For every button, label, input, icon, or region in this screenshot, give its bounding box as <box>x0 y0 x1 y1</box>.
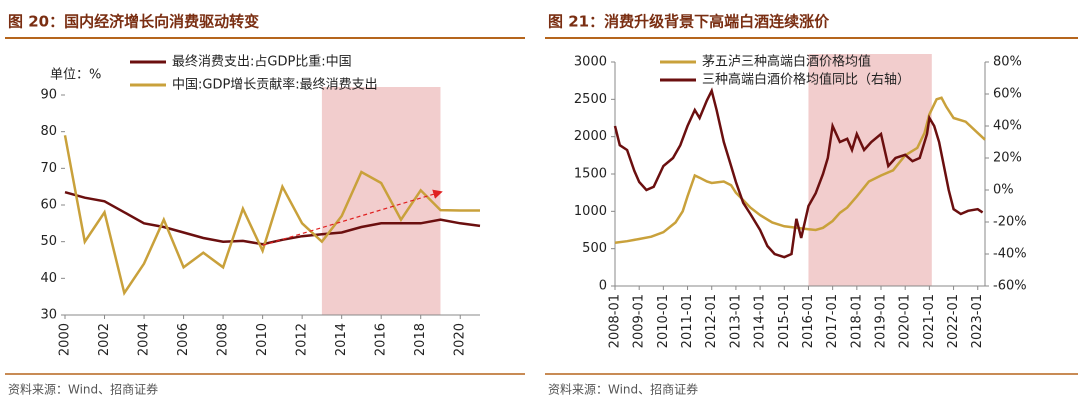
x-tick-label: 2016-01 <box>801 294 816 348</box>
x-tick-label: 2022-01 <box>946 294 961 348</box>
x-tick-label: 2015-01 <box>777 294 792 348</box>
y2-tick-label: 20% <box>993 151 1022 166</box>
x-tick-label: 2023-01 <box>970 294 985 348</box>
y-tick-label: 1500 <box>574 167 607 182</box>
y-tick-label: 30 <box>40 308 57 323</box>
chart-title: 图 20：国内经济增长向消费驱动转变 <box>8 13 259 31</box>
x-tick-label: 2012-01 <box>704 294 719 348</box>
x-tick-label: 2013-01 <box>728 294 743 348</box>
y-tick-label: 50 <box>40 234 57 249</box>
x-tick-label: 2018-01 <box>849 294 864 348</box>
source: 资料来源：Wind、招商证券 <box>548 382 698 397</box>
y-tick-label: 500 <box>582 241 607 256</box>
x-tick-label: 2008 <box>216 323 231 356</box>
y2-tick-label: 60% <box>993 87 1022 102</box>
legend-label: 三种高端白酒价格均值同比（右轴） <box>702 72 910 88</box>
y2-tick-label: -20% <box>993 215 1027 230</box>
x-tick-label: 2017-01 <box>825 294 840 348</box>
x-tick-label: 2006 <box>176 323 191 356</box>
y-tick-label: 80 <box>40 124 57 139</box>
x-tick-label: 2016 <box>374 323 389 356</box>
y-tick-label: 70 <box>40 161 57 176</box>
series-line <box>613 87 984 259</box>
y-tick-label: 2500 <box>574 92 607 107</box>
y-tick-label: 60 <box>40 198 57 213</box>
x-tick-label: 2009-01 <box>632 294 647 348</box>
highlight-region <box>808 54 932 286</box>
y2-tick-label: 80% <box>993 55 1022 70</box>
y2-tick-label: -40% <box>993 247 1027 262</box>
legend-label: 中国:GDP增长贡献率:最终消费支出 <box>172 77 378 93</box>
trend-arrow <box>262 189 443 246</box>
x-tick-label: 2020-01 <box>898 294 913 348</box>
legend-label: 最终消费支出:占GDP比重:中国 <box>172 54 352 70</box>
x-tick-label: 2018 <box>413 323 428 356</box>
legend-label: 茅五泸三种高端白酒价格均值 <box>702 54 871 70</box>
x-tick-label: 2000 <box>58 323 73 356</box>
chart-title: 图 21：消费升级背景下高端白酒连续涨价 <box>548 13 830 31</box>
x-tick-label: 2008-01 <box>608 294 623 348</box>
y-tick-label: 3000 <box>574 55 607 70</box>
y-tick-label: 2000 <box>574 129 607 144</box>
x-tick-label: 2011-01 <box>680 294 695 348</box>
x-tick-label: 2004 <box>137 323 152 356</box>
highlight-region <box>321 87 441 315</box>
y-tick-label: 0 <box>599 279 607 294</box>
x-tick-label: 2002 <box>97 323 112 356</box>
y-tick-label: 40 <box>40 271 57 286</box>
y2-tick-label: -60% <box>993 279 1027 294</box>
y2-tick-label: 0% <box>993 183 1014 198</box>
y-tick-label: 90 <box>40 88 57 103</box>
x-tick-label: 2012 <box>295 323 310 356</box>
y-tick-label: 1000 <box>574 204 607 219</box>
source: 资料来源：Wind、招商证券 <box>8 382 158 397</box>
unit-label: 单位：% <box>50 68 101 83</box>
x-tick-label: 2010 <box>255 323 270 356</box>
x-tick-label: 2014 <box>334 323 349 356</box>
x-tick-label: 2014-01 <box>753 294 768 348</box>
x-tick-label: 2020 <box>453 323 468 356</box>
x-tick-label: 2019-01 <box>874 294 889 348</box>
series-line <box>63 135 480 297</box>
y2-tick-label: 40% <box>993 119 1022 134</box>
x-tick-label: 2010-01 <box>656 294 671 348</box>
x-tick-label: 2021-01 <box>922 294 937 348</box>
